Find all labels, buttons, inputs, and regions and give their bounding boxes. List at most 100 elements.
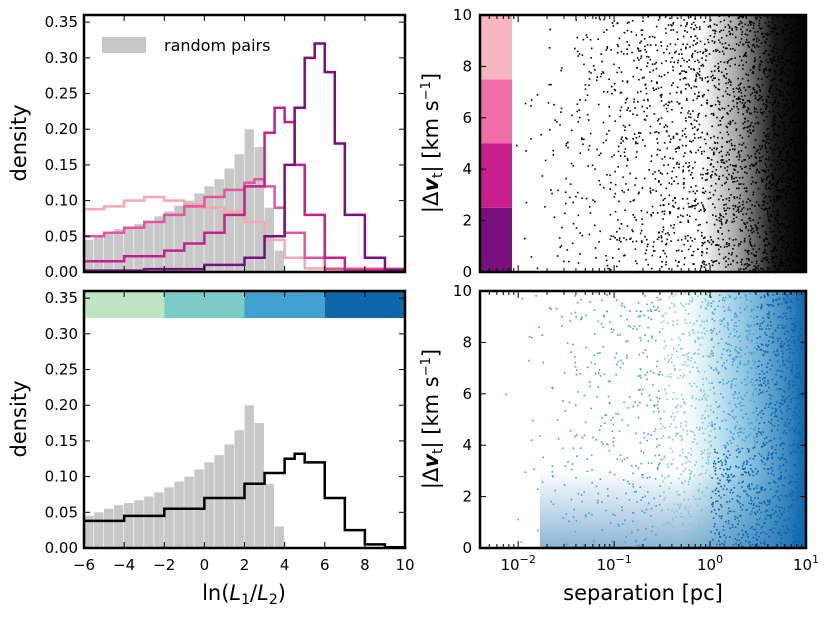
scatter-point [704, 397, 707, 400]
scatter-point [787, 190, 789, 193]
scatter-point [673, 61, 675, 64]
scatter-point [786, 91, 789, 94]
scatter-point [792, 536, 795, 539]
scatter-point [777, 239, 780, 242]
scatter-point [768, 393, 771, 396]
scatter-point [542, 361, 545, 364]
scatter-point [705, 377, 708, 380]
scatter-point [774, 100, 777, 103]
scatter-point [798, 541, 801, 544]
scatter-point [692, 495, 695, 498]
scatter-point [786, 44, 788, 46]
scatter-point [800, 189, 803, 192]
scatter-point [692, 99, 695, 102]
scatter-point [574, 530, 577, 533]
scatter-point [796, 314, 798, 317]
scatter-point [577, 214, 580, 217]
scatter-point [702, 260, 705, 262]
scatter-point [748, 217, 751, 220]
scatter-point [803, 214, 806, 217]
scatter-point [744, 223, 746, 226]
scatter-point [601, 529, 604, 531]
scatter-point [766, 303, 769, 306]
x-ticks: −6 −4 −2 0 2 4 6 8 10 [73, 291, 415, 574]
scatter-point [626, 340, 629, 342]
scatter-point [547, 102, 550, 104]
scatter-point [607, 495, 609, 497]
scatter-point [771, 462, 774, 465]
scatter-point [800, 129, 802, 132]
scatter-point [713, 525, 716, 528]
scatter-point [802, 127, 804, 130]
scatter-point [707, 463, 710, 465]
scatter-point [659, 94, 662, 97]
scatter-point [651, 63, 654, 65]
scatter-point [591, 164, 594, 167]
scatter-point [745, 267, 747, 270]
scatter-point [614, 192, 617, 195]
scatter-point [665, 48, 668, 51]
scatter-point [719, 119, 721, 122]
scatter-point [719, 60, 722, 63]
scatter-point [758, 97, 761, 100]
scatter-point [747, 434, 750, 437]
scatter-point [712, 369, 715, 371]
scatter-point [729, 84, 732, 86]
scatter-point [569, 430, 572, 432]
scatter-point [783, 457, 786, 460]
scatter-points [505, 15, 806, 274]
scatter-point [585, 515, 587, 518]
scatter-point [659, 256, 662, 258]
scatter-point [701, 191, 704, 194]
scatter-point [671, 463, 673, 465]
scatter-point [689, 46, 691, 48]
scatter-point [753, 244, 756, 247]
scatter-point [724, 296, 727, 299]
scatter-point [656, 142, 659, 144]
scatter-point [660, 62, 663, 65]
scatter-point [678, 163, 680, 165]
scatter-point [669, 157, 672, 160]
scatter-point [732, 100, 735, 102]
scatter-point [680, 425, 682, 428]
scatter-point [665, 242, 668, 245]
scatter-point [672, 137, 675, 139]
scatter-point [729, 121, 732, 124]
scatter-point [620, 71, 623, 73]
scatter-point [760, 348, 763, 351]
scatter-point [798, 514, 801, 517]
scatter-point [801, 511, 803, 514]
scatter-point [702, 242, 705, 245]
scatter-point [795, 73, 798, 76]
scatter-point [772, 250, 774, 252]
scatter-point [752, 38, 755, 41]
scatter-point [624, 541, 627, 544]
scatter-point [763, 119, 765, 122]
scatter-point [743, 187, 746, 190]
scatter-point [767, 90, 770, 92]
scatter-point [756, 30, 759, 33]
random-pairs-bar [134, 224, 144, 272]
scatter-point [703, 207, 705, 210]
scatter-point [768, 261, 770, 264]
scatter-point [781, 303, 783, 305]
scatter-point [751, 204, 754, 206]
scatter-point [723, 453, 725, 456]
scatter-point [789, 185, 792, 187]
scatter-point [701, 261, 704, 264]
scatter-point [782, 293, 784, 296]
scatter-point [780, 72, 783, 74]
scatter-point [793, 114, 795, 117]
scatter-point [613, 88, 616, 91]
scatter-point [781, 327, 783, 329]
scatter-point [686, 23, 688, 26]
scatter-point [695, 75, 698, 78]
scatter-point [763, 239, 765, 241]
scatter-point [737, 111, 740, 114]
scatter-point [799, 509, 801, 512]
scatter-point [803, 294, 805, 297]
scatter-point [714, 492, 717, 495]
scatter-point [796, 261, 799, 263]
scatter-point [760, 108, 762, 111]
scatter-point [787, 529, 790, 532]
